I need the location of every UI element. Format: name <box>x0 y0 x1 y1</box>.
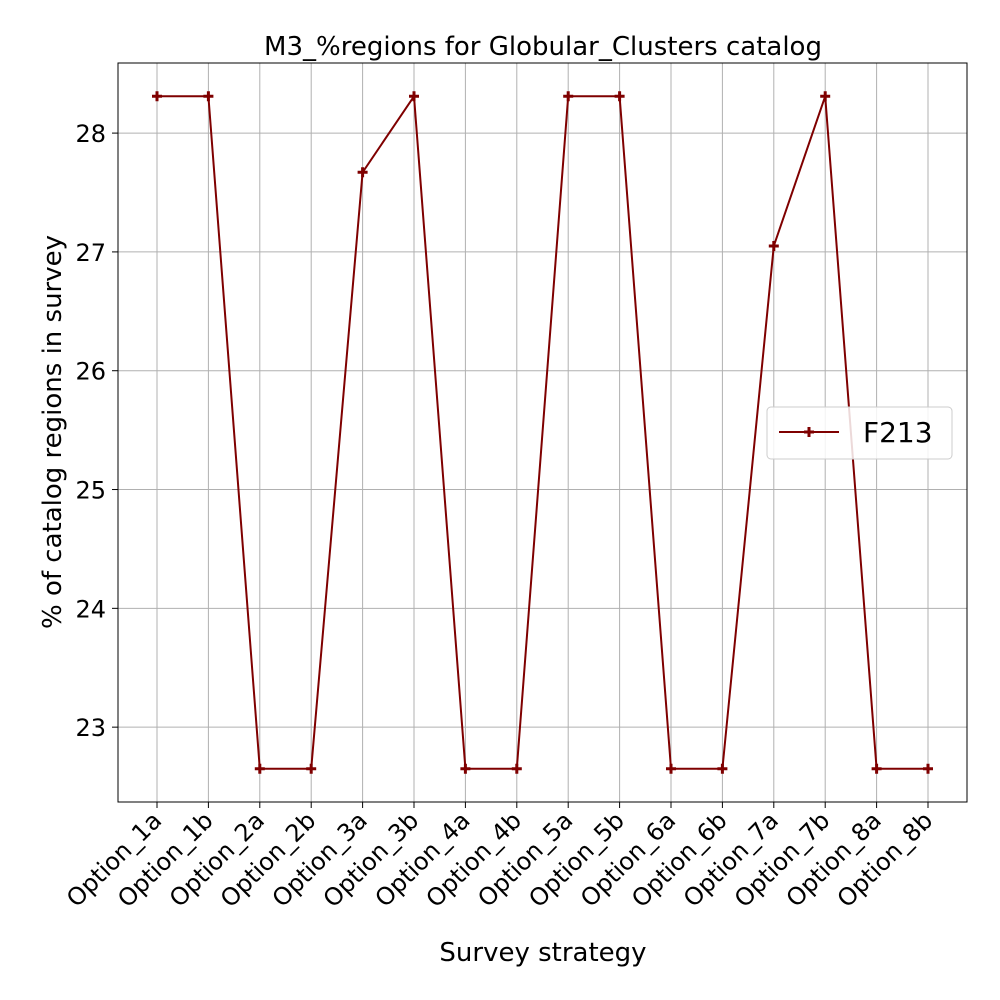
y-tick-label: 23 <box>75 714 106 742</box>
y-tick-label: 27 <box>75 239 106 267</box>
legend-marker-plus <box>804 427 814 437</box>
data-point-marker <box>871 763 882 774</box>
y-axis-label: % of catalog regions in survey <box>38 235 68 629</box>
y-tick-label: 28 <box>75 120 106 148</box>
data-point-marker <box>923 763 933 774</box>
data-point-marker <box>768 240 779 251</box>
data-point-marker <box>666 763 676 774</box>
data-point-marker <box>511 763 522 774</box>
data-point-marker <box>614 91 625 102</box>
data-point-marker <box>409 91 419 102</box>
data-point-marker <box>820 91 831 102</box>
legend-label-f213: F213 <box>863 416 933 449</box>
series-line-f213 <box>157 93 928 770</box>
data-point-marker <box>254 763 265 774</box>
data-point-marker <box>306 763 317 774</box>
y-tick-label: 24 <box>75 595 106 623</box>
y-tick-labels: 23 24 25 26 27 28 <box>75 120 118 742</box>
y-tick-label: 25 <box>75 477 106 505</box>
y-tick-label: 26 <box>75 358 106 386</box>
legend-box <box>766 406 953 460</box>
plot-frame <box>117 62 968 803</box>
x-axis-label: Survey strategy <box>439 938 646 968</box>
series-layer <box>152 91 933 774</box>
data-point-marker <box>203 91 214 102</box>
data-point-marker <box>563 91 574 102</box>
data-point-marker <box>717 763 728 774</box>
data-point-marker <box>460 763 471 774</box>
data-point-marker <box>357 167 368 178</box>
chart-title: M3_%regions for Globular_Clusters catalo… <box>264 32 822 62</box>
legend: F213 <box>766 406 953 460</box>
data-point-marker <box>152 91 162 102</box>
